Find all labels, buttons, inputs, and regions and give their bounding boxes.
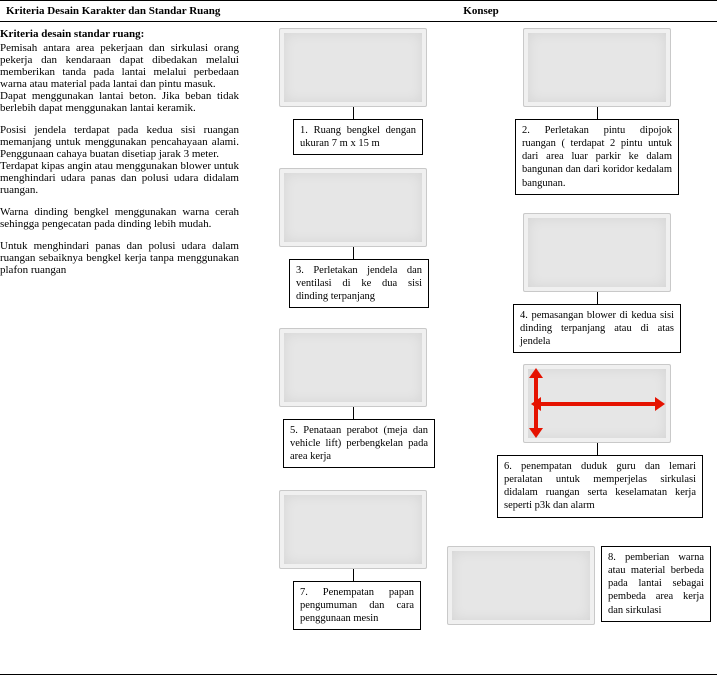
leader-1 [353,107,354,119]
thumb-4 [523,213,671,292]
leader-2 [597,107,598,119]
table-header-row: Kriteria Desain Karakter dan Standar Rua… [0,1,717,22]
leader-7 [353,569,354,581]
caption-5: 5. Penataan perabot (meja dan vehicle li… [283,419,435,468]
thumb-1 [279,28,427,107]
table-content-row: Kriteria desain standar ruang: Pemisah a… [0,22,717,674]
criteria-column: Kriteria desain standar ruang: Pemisah a… [0,22,245,292]
leader-3 [353,247,354,259]
caption-6: 6. penempatan duduk guru dan lemari pera… [497,455,703,518]
thumb-7 [279,490,427,569]
leader-5 [353,407,354,419]
criteria-p1: Pemisah antara area pekerjaan dan sirkul… [0,42,239,90]
caption-3: 3. Perletakan jendela dan ventilasi di k… [289,259,429,308]
arrow-v-6 [534,376,538,430]
criteria-p4: Untuk menghindari panas dan polusi udara… [0,240,239,276]
caption-7: 7. Penempatan papan pengumuman dan cara … [293,581,421,630]
concept-column: 1. Ruang bengkel dengan ukuran 7 m x 15 … [245,22,717,674]
concepts-canvas: 1. Ruang bengkel dengan ukuran 7 m x 15 … [251,28,717,668]
thumb-3 [279,168,427,247]
thumb-5 [279,328,427,407]
criteria-p2b: Terdapat kipas angin atau menggunakan bl… [0,160,239,196]
criteria-title: Kriteria desain standar ruang: [0,28,239,40]
header-left: Kriteria Desain Karakter dan Standar Rua… [0,1,245,21]
criteria-p3: Warna dinding bengkel menggunakan warna … [0,206,239,230]
leader-6 [597,443,598,455]
caption-8: 8. pemberian warna atau material berbeda… [601,546,711,622]
arrow-h-6 [539,402,657,406]
caption-2: 2. Perletakan pintu dipojok ruangan ( te… [515,119,679,195]
criteria-p2: Posisi jendela terdapat pada kedua sisi … [0,124,239,160]
caption-4: 4. pemasangan blower di kedua sisi dindi… [513,304,681,353]
header-right: Konsep [245,1,717,21]
criteria-p1b: Dapat menggunakan lantai beton. Jika beb… [0,90,239,114]
document-table: Kriteria Desain Karakter dan Standar Rua… [0,0,717,675]
caption-1: 1. Ruang bengkel dengan ukuran 7 m x 15 … [293,119,423,155]
thumb-8 [447,546,595,625]
thumb-2 [523,28,671,107]
leader-4 [597,292,598,304]
